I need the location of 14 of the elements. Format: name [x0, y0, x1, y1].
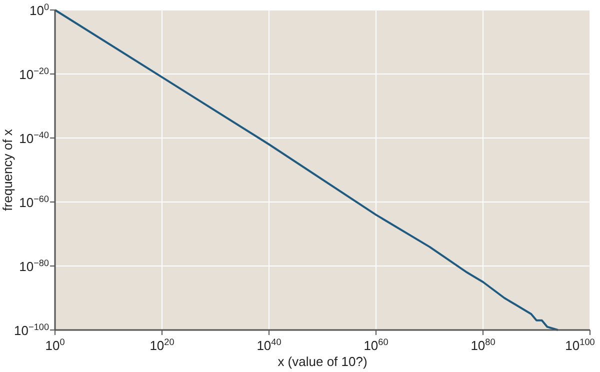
y-tick-label: 10$^{−60}$ — [19, 194, 49, 210]
y-axis-title: frequency of x — [0, 128, 15, 211]
x-tick-label: 10$^{20}$ — [150, 337, 174, 353]
y-tick-label: 10$^{−40}$ — [19, 130, 49, 146]
x-tick-label: 10$^{60}$ — [364, 337, 388, 353]
y-tick-label: 10$^{−80}$ — [19, 258, 49, 274]
y-tick-label: 10$^{−100}$ — [14, 322, 49, 338]
x-tick-label: 10$^{100}$ — [565, 337, 595, 353]
y-tick-label: 10$^{−20}$ — [19, 66, 49, 82]
x-tick-label: 10$^{80}$ — [470, 337, 496, 353]
y-tick-label: 10$^{0}$ — [29, 2, 49, 18]
x-tick-label: 10$^{0}$ — [45, 337, 65, 353]
x-tick-label: 10$^{40}$ — [256, 337, 282, 353]
x-axis-title: x (value of 10?) — [278, 354, 368, 369]
